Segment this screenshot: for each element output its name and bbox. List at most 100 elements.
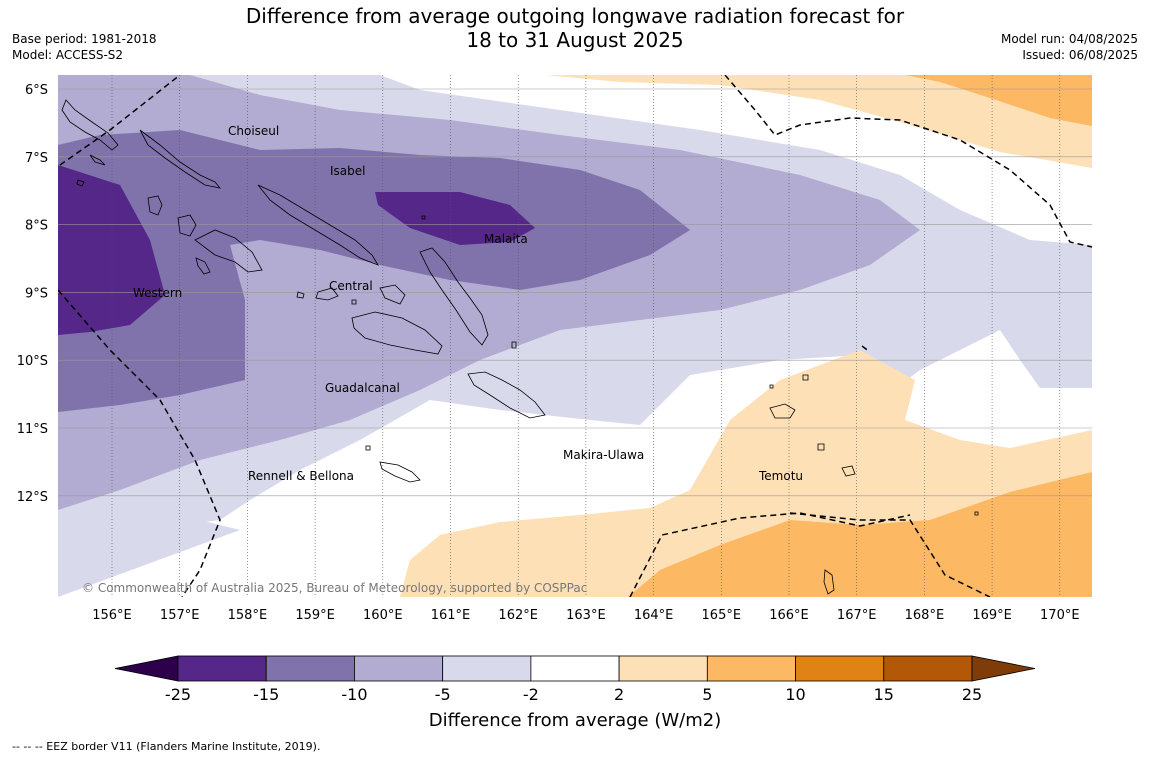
eez-footnote: -- -- -- EEZ border V11 (Flanders Marine… — [12, 740, 321, 753]
longitude-label: 161°E — [431, 608, 471, 623]
latitude-label: 7°S — [25, 151, 48, 166]
model-run: Model run: 04/08/2025 — [1000, 32, 1138, 46]
longitude-label: 166°E — [769, 608, 809, 623]
island-bellona — [365, 445, 371, 451]
eez-border-vanuatu — [861, 345, 871, 353]
colorbar-tick-label: -5 — [435, 685, 451, 704]
model-name: Model: ACCESS-S2 — [12, 48, 124, 62]
longitude-label: 159°E — [295, 608, 335, 623]
colorbar-segment — [442, 655, 532, 682]
longitude-label: 164°E — [634, 608, 674, 623]
region-label-makira-ulawa: Makira-Ulawa — [563, 448, 644, 462]
title-line-1: Difference from average outgoing longwav… — [245, 4, 905, 28]
base-period: Base period: 1981-2018 — [12, 32, 157, 46]
anomaly-band-dark-purple — [58, 130, 690, 412]
anomaly-band-light-purple-west — [58, 520, 240, 597]
longitude-label: 167°E — [837, 608, 877, 623]
island-ulawa — [511, 341, 517, 349]
island-choiseul — [139, 129, 222, 189]
issued-date: Issued: 06/08/2025 — [1022, 48, 1138, 62]
region-label-choiseul: Choiseul — [228, 124, 279, 138]
copyright-notice: © Commonwealth of Australia 2025, Bureau… — [82, 581, 587, 595]
island-small-malaita — [379, 284, 406, 305]
colorbar-segment — [618, 655, 708, 682]
colorbar — [114, 655, 1036, 682]
model-info: Base period: 1981-2018 Model: ACCESS-S2 — [12, 31, 157, 63]
island-new-georgia — [194, 229, 263, 273]
island-malaita — [419, 247, 489, 346]
latitude-label: 8°S — [25, 219, 48, 234]
longitude-label: 162°E — [498, 608, 538, 623]
longitude-label: 156°E — [92, 608, 132, 623]
island-rendova — [195, 257, 211, 275]
colorbar-tick-label: -10 — [341, 685, 367, 704]
latitude-labels: 6°S 7°S 8°S 9°S 10°S 11°S 12°S — [17, 83, 48, 505]
latitude-label: 6°S — [25, 83, 48, 98]
longitude-labels: 156°E 157°E 158°E 159°E 160°E 161°E 162°E 163°E… — [92, 608, 1079, 623]
islands — [61, 99, 979, 595]
longitude-label: 170°E — [1040, 608, 1080, 623]
longitude-label: 160°E — [363, 608, 403, 623]
island-vanikoro — [817, 443, 825, 451]
region-label-isabel: Isabel — [330, 164, 365, 178]
island-santa-cruz — [769, 403, 796, 419]
colorbar-tick-label: -25 — [165, 685, 191, 704]
longitude-label: 158°E — [228, 608, 268, 623]
eez-border-northwest — [59, 75, 181, 166]
colorbar-extend-high — [971, 655, 1036, 682]
colorbar-tick-label: 15 — [874, 685, 894, 704]
region-labels: Choiseul Isabel Malaita Western Central … — [133, 124, 803, 483]
island-makira — [467, 371, 546, 419]
map-gridlines — [58, 75, 1092, 597]
longitude-label: 165°E — [702, 608, 742, 623]
colorbar-segment — [265, 655, 355, 682]
region-label-guadalcanal: Guadalcanal — [325, 381, 400, 395]
anomaly-band-orange-south — [628, 472, 1092, 597]
map-area: Choiseul Isabel Malaita Western Central … — [58, 75, 1092, 597]
eez-border-north — [724, 75, 1092, 248]
colorbar-extend-low — [114, 655, 179, 682]
island-kolombangara — [177, 214, 197, 237]
colorbar-segment — [883, 655, 973, 682]
longitude-label: 169°E — [972, 608, 1012, 623]
island-small-east — [974, 511, 979, 516]
region-label-western: Western — [133, 286, 182, 300]
latitude-label: 12°S — [17, 490, 48, 505]
island-torres — [823, 569, 835, 595]
colorbar-tick-label: -2 — [523, 685, 539, 704]
colorbar-tick-label: -15 — [253, 685, 279, 704]
anomaly-band-orange-north — [905, 75, 1092, 126]
longitude-label: 168°E — [905, 608, 945, 623]
colorbar-segment — [530, 655, 620, 682]
latitude-label: 10°S — [17, 354, 48, 369]
island-shortland — [76, 179, 85, 187]
island-florida — [315, 287, 339, 301]
chart-title: Difference from average outgoing longwav… — [200, 4, 950, 52]
island-savo — [351, 299, 357, 305]
region-label-temotu: Temotu — [758, 469, 803, 483]
island-vella-lavella — [147, 195, 163, 216]
island-buka — [89, 154, 106, 166]
island-guadalcanal — [351, 311, 443, 355]
colorbar-title: Difference from average (W/m2) — [429, 710, 721, 731]
latitude-label: 11°S — [17, 422, 48, 437]
longitude-label: 163°E — [566, 608, 606, 623]
eez-borders — [58, 75, 1092, 597]
island-reef — [769, 384, 774, 389]
island-duff — [802, 374, 809, 381]
island-russell — [296, 291, 305, 299]
region-label-malaita: Malaita — [484, 232, 528, 246]
region-label-rennell-bellona: Rennell & Bellona — [248, 469, 354, 483]
latitude-label: 9°S — [25, 286, 48, 301]
anomaly-band-deep-purple-malaita — [375, 192, 535, 245]
colorbar-segment — [354, 655, 444, 682]
island-santa-isabel — [257, 184, 379, 266]
colorbar-tick-label: 10 — [785, 685, 805, 704]
title-line-2: 18 to 31 August 2025 — [466, 28, 684, 52]
island-bougainville — [61, 99, 119, 151]
colorbar-ticks: -25 -15 -10 -5 -2 2 5 10 15 25 — [165, 685, 982, 704]
anomaly-band-light-orange-north — [545, 75, 1092, 168]
colorbar-tick-label: 25 — [962, 685, 982, 704]
colorbar-segment — [795, 655, 885, 682]
